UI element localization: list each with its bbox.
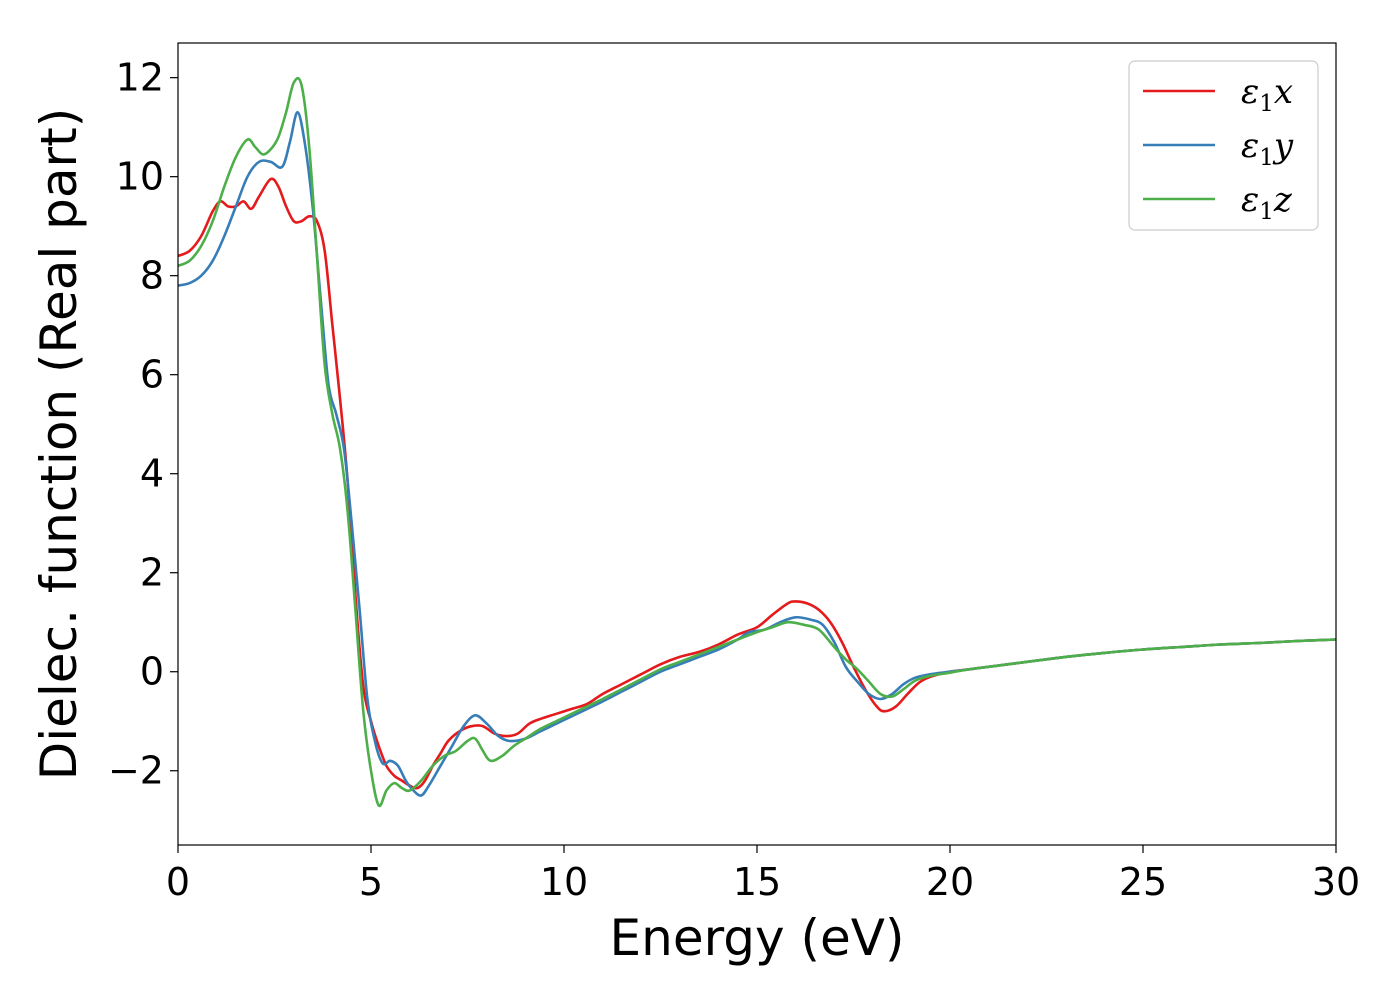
series-line-z [178, 76, 1336, 808]
y-tick-label: 12 [116, 56, 164, 100]
legend-label: ε1z [1241, 180, 1293, 225]
x-tick-label: 5 [359, 860, 383, 904]
legend-label: ε1x [1241, 72, 1293, 117]
x-tick-label: 20 [926, 860, 974, 904]
plot-area [178, 76, 1336, 808]
legend-item-x: ε1x [1143, 72, 1293, 117]
y-tick-label: 2 [140, 551, 164, 595]
y-axis: −2 0 2 4 6 8 10 12 [108, 56, 178, 793]
y-axis-label: Dielec. function (Real part) [30, 108, 88, 780]
legend: ε1x ε1y ε1z [1128, 60, 1319, 231]
series-line-y [178, 110, 1336, 797]
legend-item-z: ε1z [1143, 180, 1293, 225]
x-axis: 0 5 10 15 20 25 30 [166, 845, 1360, 904]
y-tick-label: −2 [108, 749, 164, 793]
legend-label: ε1y [1241, 126, 1294, 171]
y-tick-label: 8 [140, 254, 164, 298]
series-line-x [178, 177, 1336, 790]
y-tick-label: 4 [140, 452, 164, 496]
x-tick-label: 0 [166, 860, 190, 904]
y-tick-label: 0 [140, 650, 164, 694]
y-tick-label: 10 [116, 155, 164, 199]
x-axis-label: Energy (eV) [610, 909, 905, 967]
y-tick-label: 6 [140, 353, 164, 397]
x-tick-label: 10 [540, 860, 588, 904]
x-tick-label: 15 [733, 860, 781, 904]
legend-box [1128, 60, 1319, 231]
x-tick-label: 30 [1312, 860, 1360, 904]
legend-item-y: ε1y [1143, 126, 1294, 171]
x-tick-label: 25 [1119, 860, 1167, 904]
